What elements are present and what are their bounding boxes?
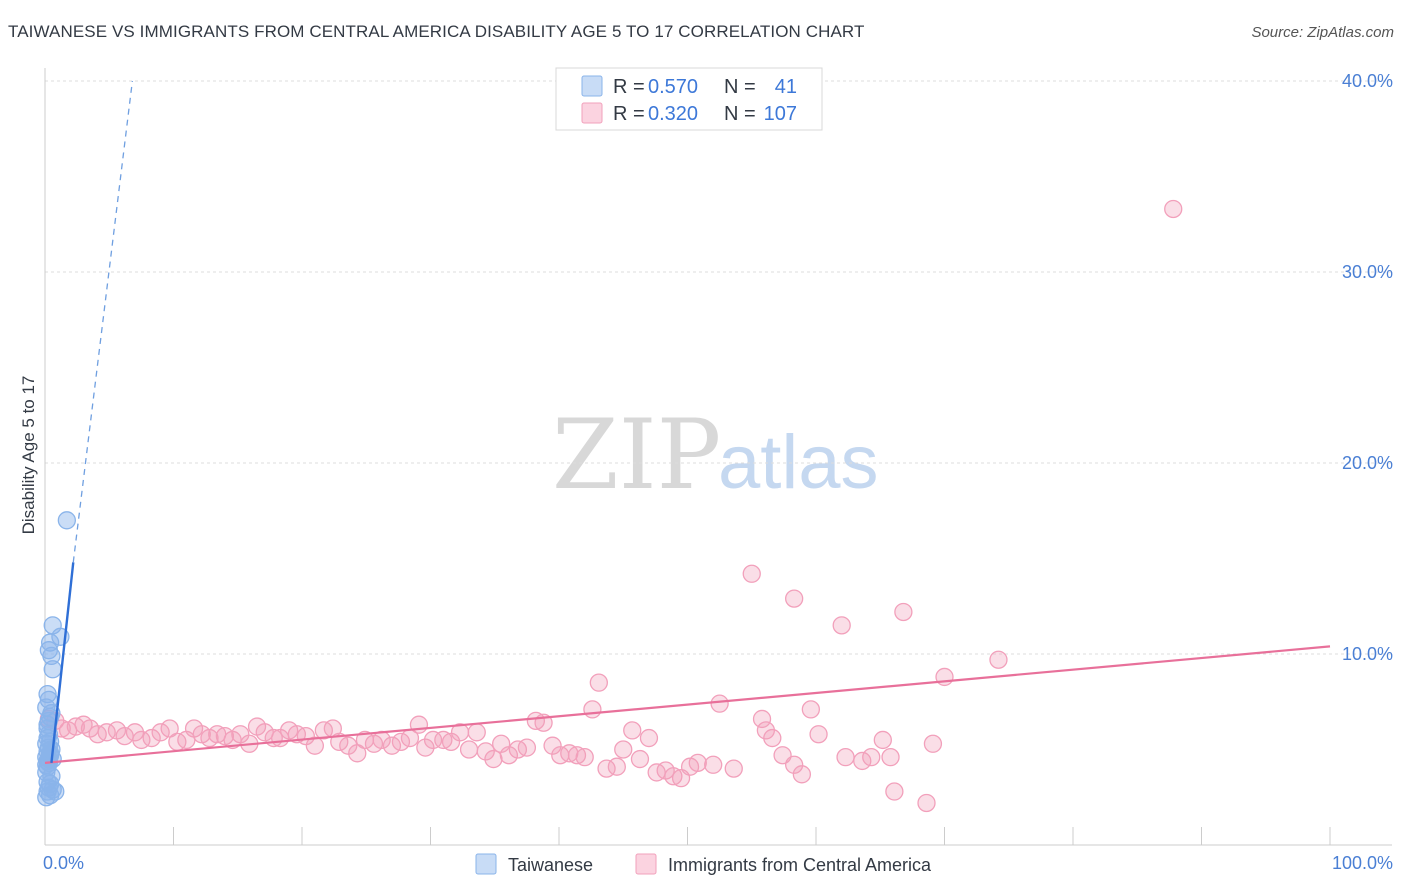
- data-point-central-america: [688, 753, 707, 773]
- legend-r-label-2: R =: [613, 103, 645, 125]
- data-point-central-america: [476, 742, 495, 761]
- data-point-central-america: [801, 700, 821, 719]
- legend-swatch-central-america: [581, 102, 603, 124]
- data-point-central-america: [894, 602, 913, 622]
- data-point-central-america: [287, 725, 307, 744]
- data-point-central-america: [923, 734, 943, 753]
- data-point-central-america: [785, 755, 804, 774]
- data-point-central-america: [499, 746, 519, 765]
- bottom-legend-swatch-taiwanese: [475, 853, 497, 875]
- data-point-central-america: [836, 747, 855, 767]
- legend-n-label-1: N =: [724, 76, 756, 98]
- trend-line-central-america: [44, 645, 1331, 764]
- data-point-central-america: [459, 740, 479, 759]
- trend-line-taiwanese-extension: [72, 80, 134, 563]
- data-point-central-america: [484, 749, 503, 769]
- data-point-central-america: [809, 725, 828, 744]
- data-point-central-america: [704, 755, 723, 774]
- legend-r-value-2: 0.320: [648, 103, 698, 125]
- bottom-legend-swatch-central-america: [635, 853, 657, 875]
- data-point-taiwanese: [38, 684, 57, 704]
- tick-labels: 10.0% 20.0% 30.0% 40.0% 0.0% 100.0%: [43, 71, 1393, 873]
- x-tick-label-min: 0.0%: [43, 853, 84, 873]
- data-point-central-america: [508, 740, 528, 759]
- y-tick-label: 30.0%: [1342, 262, 1393, 282]
- data-point-central-america: [583, 700, 602, 719]
- series-legend: Taiwanese Immigrants from Central Americ…: [475, 853, 932, 875]
- data-point-central-america: [630, 749, 650, 769]
- data-point-central-america: [881, 747, 900, 767]
- legend-n-value-1: 41: [775, 76, 797, 98]
- data-point-taiwanese: [57, 511, 76, 530]
- legend-n-label-2: N =: [724, 103, 756, 125]
- data-point-central-america: [575, 747, 594, 767]
- data-point-central-america: [382, 736, 402, 755]
- legend-r-value-1: 0.570: [648, 76, 698, 98]
- data-point-central-america: [639, 728, 659, 748]
- y-tick-label: 20.0%: [1342, 453, 1393, 473]
- legend-n-value-2: 107: [764, 103, 797, 125]
- data-point-central-america: [589, 673, 608, 692]
- data-point-central-america: [710, 694, 729, 713]
- data-point-central-america: [314, 721, 333, 740]
- data-point-central-america: [724, 759, 743, 778]
- bottom-legend-label-taiwanese: Taiwanese: [508, 855, 593, 875]
- data-point-central-america: [623, 721, 642, 740]
- data-point-central-america: [785, 589, 804, 608]
- data-point-taiwanese: [40, 774, 60, 794]
- data-point-central-america: [853, 751, 872, 771]
- data-point-central-america: [543, 736, 562, 755]
- data-point-taiwanese: [39, 641, 59, 660]
- y-tick-label: 10.0%: [1342, 644, 1393, 664]
- y-tick-label: 40.0%: [1342, 71, 1393, 91]
- trend-layer: [44, 80, 1331, 764]
- data-point-central-america: [989, 650, 1008, 669]
- data-point-central-america: [607, 757, 626, 776]
- bottom-legend-label-central-america: Immigrants from Central America: [668, 855, 932, 875]
- data-point-central-america: [142, 728, 161, 748]
- data-point-central-america: [416, 738, 435, 757]
- data-point-taiwanese: [38, 715, 57, 734]
- data-point-central-america: [1164, 199, 1183, 219]
- trend-line-taiwanese: [50, 562, 75, 763]
- source-label: Source: ZipAtlas.com: [1251, 24, 1394, 41]
- y-axis-label: Disability Age 5 to 17: [19, 376, 38, 535]
- data-point-central-america: [885, 782, 904, 801]
- chart-title: TAIWANESE VS IMMIGRANTS FROM CENTRAL AME…: [8, 22, 865, 41]
- data-point-central-america: [917, 793, 936, 813]
- data-point-central-america: [517, 738, 537, 757]
- data-point-central-america: [391, 732, 411, 752]
- watermark-zip: ZIP: [552, 399, 721, 511]
- grid-layer: [45, 80, 1392, 655]
- data-point-taiwanese: [37, 763, 56, 782]
- data-point-central-america: [88, 725, 107, 744]
- legend-swatch-taiwanese: [581, 75, 603, 97]
- data-point-central-america: [832, 616, 851, 635]
- data-point-central-america: [423, 730, 443, 750]
- data-point-central-america: [752, 709, 772, 729]
- data-point-central-america: [467, 723, 486, 742]
- x-tick-label-max: 100.0%: [1332, 853, 1393, 873]
- data-point-central-america: [151, 723, 170, 742]
- data-point-central-america: [614, 740, 633, 759]
- data-point-central-america: [742, 564, 761, 583]
- data-point-central-america: [792, 765, 812, 784]
- data-point-central-america: [305, 736, 325, 755]
- data-point-central-america: [409, 715, 429, 734]
- data-point-central-america: [862, 747, 881, 767]
- data-point-central-america: [763, 728, 782, 748]
- legend-r-label-1: R =: [613, 76, 645, 98]
- data-point-central-america: [873, 730, 892, 750]
- stats-legend: R = 0.570 N = 41 R = 0.320 N = 107: [555, 67, 823, 131]
- points-layer: [37, 199, 1183, 813]
